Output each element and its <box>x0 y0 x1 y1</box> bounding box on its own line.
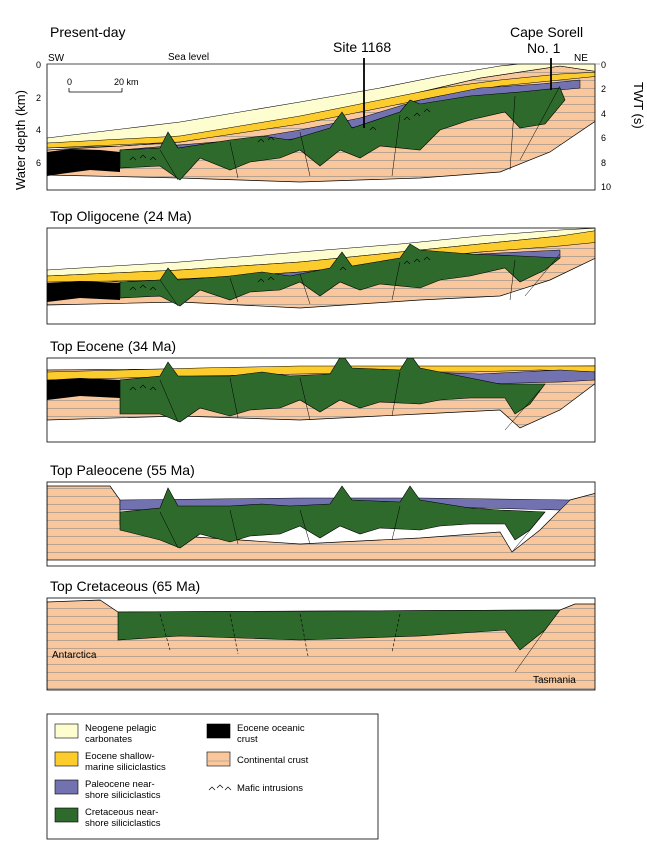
legend-swatch-paleocene <box>54 779 79 795</box>
panel-present-day <box>47 64 595 183</box>
mafic-intrusion-marks <box>129 256 431 291</box>
legend-mafic: Mafic intrusions <box>237 783 303 794</box>
legend-oceanic-l1: Eocene oceanic <box>237 723 305 734</box>
legend-cretaceous-l1: Cretaceous near- <box>85 807 158 818</box>
left-tick: 6 <box>36 158 41 168</box>
legend-paleocene-l1: Paleocene near- <box>85 779 155 790</box>
legend-continental: Continental crust <box>237 755 309 766</box>
right-tick: 4 <box>601 109 606 119</box>
cretaceous-nearshore <box>119 243 561 307</box>
well-label-line2: No. 1 <box>527 40 561 56</box>
scale-start: 0 <box>67 77 72 87</box>
right-axis: 0 2 4 6 8 10 TWT (s) <box>601 60 646 192</box>
sw-label: SW <box>48 53 65 64</box>
panel-title-top-cretaceous: Top Cretaceous (65 Ma) <box>50 578 200 594</box>
eocene-shallow-marine <box>47 71 595 149</box>
left-axis-title: Water depth (km) <box>13 90 28 190</box>
legend-neogene-l1: Neogene pelagic <box>85 723 157 734</box>
left-tick: 2 <box>36 93 41 103</box>
sea-level-label: Sea level <box>168 52 209 63</box>
panel-title-present-day: Present-day <box>50 24 125 40</box>
left-tick: 4 <box>36 125 41 135</box>
panel-top-eocene <box>47 358 595 431</box>
legend-cretaceous-l2: shore siliciclastics <box>85 818 161 829</box>
legend-swatch-cretaceous <box>54 807 79 823</box>
right-axis-title: TWT (s) <box>631 82 646 129</box>
panel-title-top-oligocene: Top Oligocene (24 Ma) <box>50 208 192 224</box>
panel-top-cretaceous <box>47 599 595 690</box>
oceanic-crust <box>47 281 120 302</box>
left-tick: 0 <box>36 60 41 70</box>
right-tick: 8 <box>601 158 606 168</box>
oceanic-crust <box>47 149 120 176</box>
legend: Neogene pelagic carbonates Eocene shallo… <box>46 713 379 840</box>
scale-bar: 0 20 km <box>67 77 139 93</box>
panel-top-paleocene <box>47 485 595 561</box>
legend-mafic-symbol-icon <box>208 784 232 791</box>
mafic-intrusion-marks <box>129 108 431 161</box>
panel-title-top-paleocene: Top Paleocene (55 Ma) <box>50 462 195 478</box>
legend-swatch-continental <box>206 751 231 767</box>
right-tick: 6 <box>601 133 606 143</box>
mafic-intrusion-marks <box>129 384 157 391</box>
legend-paleocene-l2: shore siliciclastics <box>85 790 161 801</box>
cretaceous-nearshore <box>119 485 546 549</box>
right-tick: 10 <box>601 182 611 192</box>
oceanic-crust <box>47 378 120 400</box>
well-label-line1: Cape Sorell <box>510 24 583 40</box>
cretaceous-nearshore <box>119 87 566 181</box>
cretaceous-nearshore <box>117 609 561 651</box>
ne-label: NE <box>574 53 588 64</box>
legend-swatch-neogene <box>54 723 79 739</box>
left-axis: 0 2 4 6 Water depth (km) <box>13 60 41 190</box>
right-tick: 0 <box>601 60 606 70</box>
panel-top-oligocene <box>47 228 595 309</box>
legend-oceanic-l2: crust <box>237 734 258 745</box>
tasmania-label: Tasmania <box>533 675 576 686</box>
panel-title-top-eocene: Top Eocene (34 Ma) <box>50 338 176 354</box>
legend-neogene-l2: carbonates <box>85 734 132 745</box>
right-tick: 2 <box>601 84 606 94</box>
antarctica-label: Antarctica <box>52 650 97 661</box>
legend-eocene-l2: marine siliciclastics <box>85 762 166 773</box>
site-label: Site 1168 <box>333 39 391 55</box>
cretaceous-nearshore <box>119 358 546 423</box>
legend-swatch-eocene <box>54 751 79 767</box>
scale-end: 20 km <box>114 77 139 87</box>
legend-swatch-oceanic <box>206 723 231 739</box>
legend-eocene-l1: Eocene shallow- <box>85 751 155 762</box>
